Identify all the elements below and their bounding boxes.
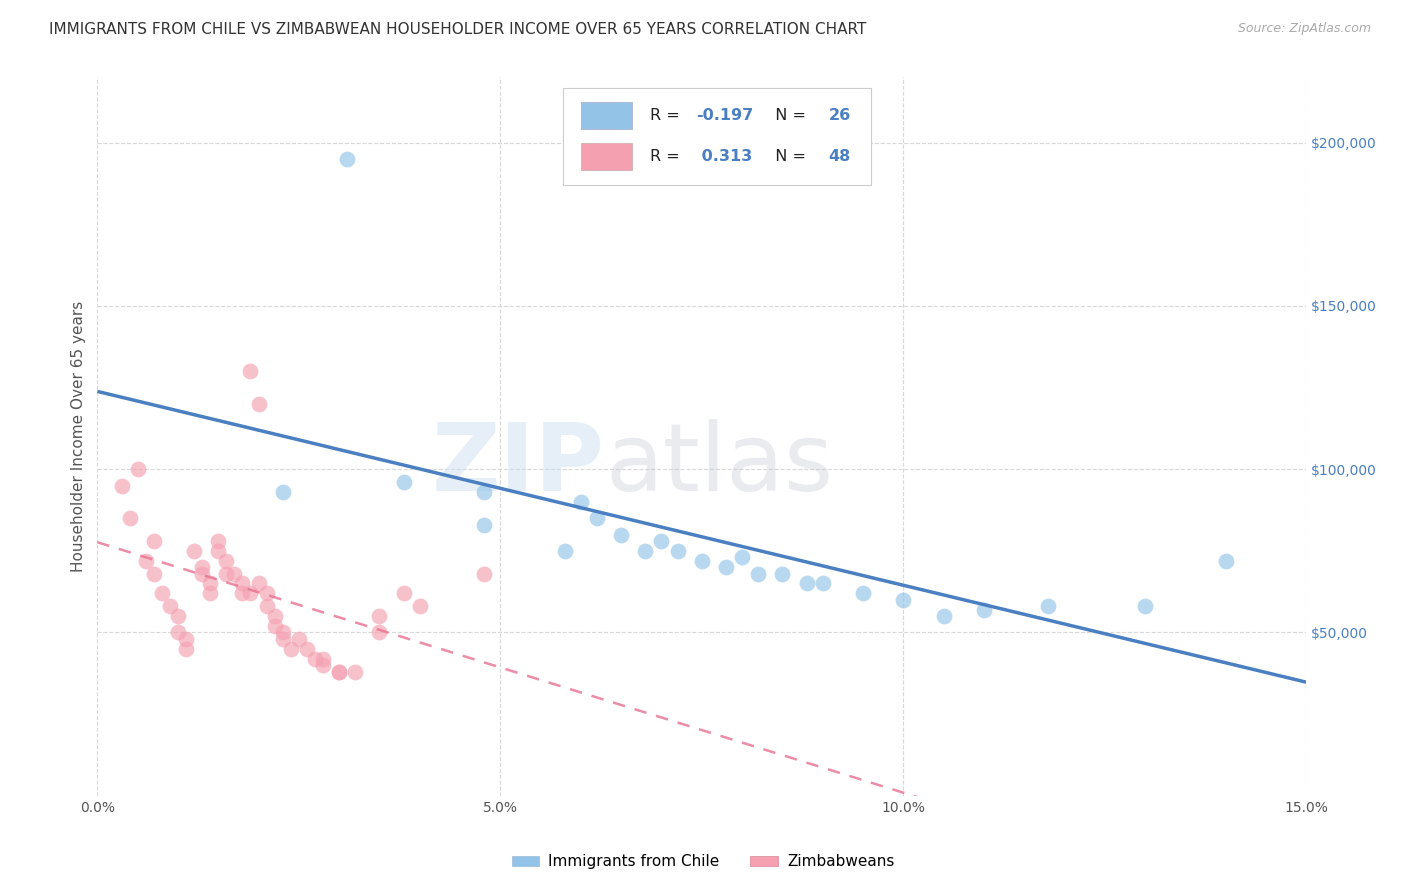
Point [569,495,592,509]
Point [554,544,576,558]
Point [304,651,326,665]
Point [472,485,495,500]
Point [610,527,633,541]
Point [198,576,221,591]
Point [295,641,318,656]
Point [368,609,391,624]
Point [796,576,818,591]
Point [271,485,294,500]
Point [288,632,311,646]
Point [207,534,229,549]
Point [247,576,270,591]
Point [1133,599,1156,614]
Point [932,609,955,624]
Point [263,619,285,633]
Point [731,550,754,565]
Text: N =: N = [765,108,811,123]
Point [231,576,253,591]
Point [690,554,713,568]
Text: IMMIGRANTS FROM CHILE VS ZIMBABWEAN HOUSEHOLDER INCOME OVER 65 YEARS CORRELATION: IMMIGRANTS FROM CHILE VS ZIMBABWEAN HOUS… [49,22,866,37]
Point [167,609,190,624]
Point [634,544,657,558]
Point [183,544,205,558]
Point [770,566,793,581]
Point [344,665,367,679]
Point [150,586,173,600]
Point [174,641,197,656]
Point [263,609,285,624]
Point [392,475,415,490]
Point [714,560,737,574]
Text: atlas: atlas [605,419,834,511]
Point [280,641,302,656]
Point [392,586,415,600]
Point [239,364,262,378]
Point [256,586,278,600]
Point [409,599,432,614]
Point [328,665,350,679]
Point [472,566,495,581]
Point [167,625,190,640]
Point [198,586,221,600]
Legend: Immigrants from Chile, Zimbabweans: Immigrants from Chile, Zimbabweans [506,848,900,875]
Point [336,152,359,166]
Text: 48: 48 [828,149,851,164]
Point [191,560,214,574]
Text: -0.197: -0.197 [696,108,754,123]
Point [118,511,141,525]
Point [1038,599,1060,614]
Point [312,651,335,665]
Point [256,599,278,614]
Point [207,544,229,558]
Point [852,586,875,600]
Point [110,478,132,492]
Point [312,658,335,673]
Text: R =: R = [650,108,685,123]
Point [271,625,294,640]
Point [747,566,769,581]
Point [191,566,214,581]
Point [666,544,689,558]
Point [224,566,246,581]
Point [231,586,253,600]
Text: ZIP: ZIP [432,419,605,511]
Point [159,599,181,614]
Point [811,576,834,591]
FancyBboxPatch shape [581,143,631,170]
Point [142,566,165,581]
Point [472,517,495,532]
Point [215,554,238,568]
Text: 26: 26 [828,108,851,123]
Point [135,554,157,568]
Point [650,534,672,549]
Point [215,566,238,581]
Point [142,534,165,549]
Point [973,602,995,616]
Text: 0.313: 0.313 [696,149,752,164]
Y-axis label: Householder Income Over 65 years: Householder Income Over 65 years [72,301,86,572]
FancyBboxPatch shape [581,102,631,129]
Text: Source: ZipAtlas.com: Source: ZipAtlas.com [1237,22,1371,36]
Point [271,632,294,646]
Point [891,592,914,607]
Point [1215,554,1237,568]
Point [247,397,270,411]
Point [239,586,262,600]
Point [368,625,391,640]
Point [127,462,149,476]
Text: N =: N = [765,149,811,164]
Point [174,632,197,646]
FancyBboxPatch shape [562,88,870,186]
Point [328,665,350,679]
Text: R =: R = [650,149,685,164]
Point [586,511,609,525]
